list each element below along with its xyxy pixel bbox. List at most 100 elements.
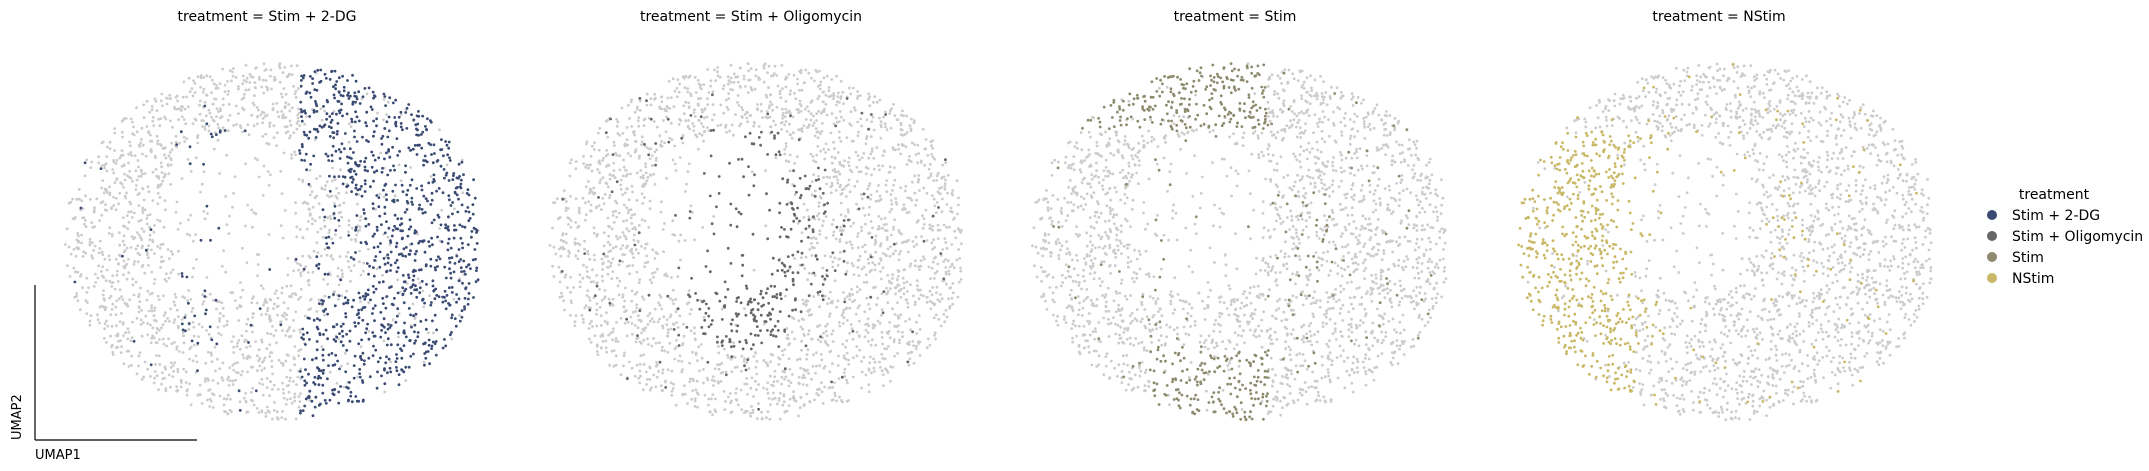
highlight-point — [421, 211, 425, 215]
background-point — [662, 250, 665, 254]
highlight-point — [394, 360, 398, 363]
background-point — [160, 92, 164, 96]
background-point — [851, 375, 855, 379]
background-point — [176, 315, 180, 318]
background-point — [103, 166, 106, 170]
background-point — [391, 318, 395, 322]
background-point — [375, 267, 379, 271]
background-point — [239, 281, 242, 284]
background-point — [643, 265, 646, 269]
background-point — [884, 183, 888, 187]
highlight-point — [354, 228, 357, 232]
highlight-point — [352, 151, 355, 154]
background-point — [835, 103, 838, 107]
background-point — [830, 332, 833, 336]
background-point — [118, 253, 121, 257]
background-point — [652, 373, 656, 377]
background-point — [176, 228, 180, 231]
background-point — [629, 208, 633, 212]
background-point — [135, 178, 139, 182]
background-point — [842, 291, 845, 294]
background-point — [294, 310, 298, 314]
background-point — [601, 176, 605, 180]
highlight-point — [358, 368, 362, 371]
background-point — [104, 203, 107, 207]
background-point — [318, 174, 322, 178]
background-point — [890, 202, 894, 206]
background-point — [341, 275, 344, 279]
highlight-point — [399, 125, 403, 129]
background-point — [773, 64, 777, 68]
highlight-point — [869, 255, 873, 259]
background-point — [205, 94, 209, 97]
background-point — [386, 235, 390, 239]
highlight-point — [741, 263, 745, 267]
background-point — [214, 369, 217, 373]
background-point — [878, 194, 882, 198]
highlight-point — [749, 311, 753, 315]
highlight-point — [435, 258, 438, 262]
background-point — [107, 232, 111, 235]
highlight-point — [437, 215, 441, 219]
background-point — [115, 334, 118, 338]
background-point — [595, 282, 598, 285]
background-point — [153, 277, 157, 281]
background-point — [619, 247, 623, 251]
background-point — [152, 314, 156, 318]
background-point — [950, 296, 954, 300]
background-point — [268, 355, 272, 358]
highlight-point — [372, 246, 376, 249]
highlight-point — [410, 178, 414, 182]
background-point — [458, 313, 461, 317]
background-point — [157, 298, 161, 301]
background-point — [90, 254, 93, 258]
highlight-point — [453, 190, 457, 194]
background-point — [681, 134, 685, 137]
background-point — [768, 417, 772, 421]
highlight-point — [328, 135, 332, 138]
background-point — [297, 354, 301, 358]
highlight-point — [444, 173, 448, 177]
background-point — [787, 160, 791, 164]
highlight-point — [300, 375, 304, 379]
background-point — [276, 296, 280, 300]
background-point — [121, 298, 125, 301]
background-point — [160, 255, 164, 259]
highlight-point — [415, 133, 418, 137]
background-point — [798, 70, 802, 73]
background-point — [308, 193, 312, 197]
background-point — [682, 104, 686, 108]
background-point — [925, 191, 929, 195]
background-point — [227, 375, 231, 379]
background-point — [831, 386, 835, 389]
background-point — [954, 236, 958, 240]
background-point — [879, 270, 882, 273]
background-point — [617, 211, 621, 215]
highlight-point — [324, 236, 328, 240]
background-point — [655, 364, 658, 368]
background-point — [155, 374, 159, 378]
background-point — [103, 163, 106, 167]
background-point — [848, 293, 852, 297]
background-point — [695, 379, 699, 383]
background-point — [606, 255, 609, 258]
background-point — [583, 239, 586, 243]
background-point — [320, 118, 324, 122]
background-point — [221, 361, 225, 365]
background-point — [881, 342, 884, 346]
background-point — [593, 258, 596, 262]
background-point — [652, 120, 656, 123]
background-point — [358, 219, 362, 222]
background-point — [788, 397, 792, 401]
background-point — [299, 287, 303, 291]
background-point — [185, 393, 189, 397]
background-point — [264, 79, 268, 82]
highlight-point — [444, 226, 447, 230]
background-point — [817, 94, 821, 98]
background-point — [669, 381, 673, 385]
highlight-point — [421, 239, 424, 243]
background-point — [734, 391, 738, 395]
background-point — [625, 227, 629, 231]
background-point — [931, 260, 935, 264]
background-point — [618, 279, 622, 283]
